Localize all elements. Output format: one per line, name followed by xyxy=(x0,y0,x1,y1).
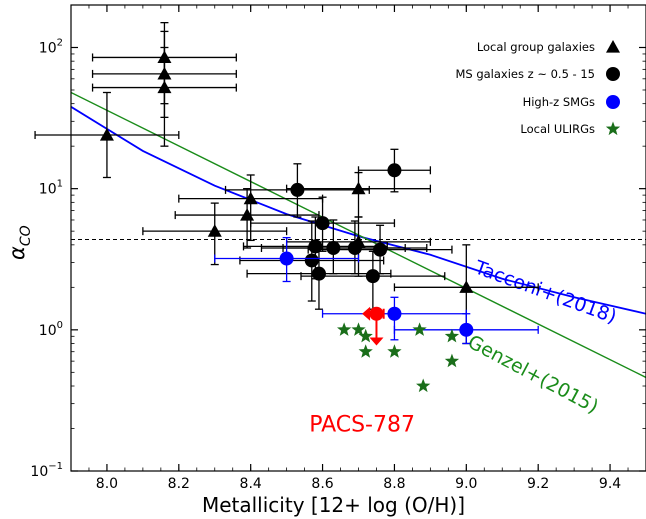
circle-point xyxy=(279,251,294,266)
x-axis-label: Metallicity [12+ log (O/H)] xyxy=(202,493,465,517)
pacs-787-label: PACS-787 xyxy=(309,413,415,438)
legend-label-2: High-z SMGs xyxy=(523,95,595,109)
y-tick-label: 102 xyxy=(39,37,63,56)
circle-point xyxy=(290,182,305,197)
x-tick-label: 8.2 xyxy=(168,476,190,492)
legend-label-1: MS galaxies z ~ 0.5 - 15 xyxy=(455,67,595,81)
triangle-point xyxy=(459,280,474,293)
y-axis-label: αCO xyxy=(5,225,34,260)
star-point xyxy=(412,322,427,336)
legend-marker-3 xyxy=(605,121,621,136)
axes: 8.0 8.2 8.4 8.6 8.8 9.0 9.2 9.4 10−1 100 101 102 Met… xyxy=(5,4,646,517)
star-point xyxy=(351,322,366,336)
circle-point xyxy=(387,163,402,178)
x-tick-label: 9.2 xyxy=(527,476,549,492)
star-point xyxy=(358,328,373,343)
triangle-point xyxy=(351,181,366,195)
curve-label-tacconi: Tacconi+(2018) xyxy=(471,256,620,328)
y-tick-label: 10−1 xyxy=(30,461,63,480)
pacs-left-arrow xyxy=(362,306,371,321)
circle-point xyxy=(373,242,388,257)
circle-point xyxy=(311,266,326,281)
x-tick-label: 8.6 xyxy=(311,476,333,492)
series-3 xyxy=(336,322,460,393)
circle-point xyxy=(347,240,362,255)
circle-point xyxy=(365,269,380,284)
star-point xyxy=(336,322,352,336)
circle-point xyxy=(315,216,330,231)
curve-label-genzel: Genzel+(2015) xyxy=(464,331,602,418)
data-points xyxy=(34,21,539,393)
legend-marker-0 xyxy=(606,40,620,53)
circle-point xyxy=(387,306,402,321)
legend-marker-1 xyxy=(606,67,620,81)
circle-point xyxy=(459,322,474,337)
legend-label-0: Local group galaxies xyxy=(477,40,595,54)
y-tick-label: 100 xyxy=(39,320,63,339)
pacs-787-point xyxy=(369,306,384,321)
triangle-point xyxy=(99,127,114,141)
triangle-point xyxy=(240,208,255,221)
circle-point xyxy=(304,253,319,268)
legend: Local group galaxies MS galaxies z ~ 0.5 … xyxy=(455,40,621,136)
triangle-point xyxy=(157,80,172,94)
x-tick-label: 8.8 xyxy=(383,476,405,492)
pacs-down-arrow xyxy=(369,337,384,346)
legend-marker-2 xyxy=(606,95,620,109)
star-point xyxy=(416,378,431,393)
series-0 xyxy=(34,21,539,345)
triangle-point xyxy=(207,224,222,237)
star-point xyxy=(387,344,402,358)
x-tick-label: 8.4 xyxy=(240,476,262,492)
circle-point xyxy=(308,239,323,254)
x-tick-label: 9.4 xyxy=(599,476,621,492)
star-point xyxy=(444,328,460,343)
star-point xyxy=(358,344,373,358)
x-tick-label: 8.0 xyxy=(96,476,118,492)
x-tick-label: 9.0 xyxy=(455,476,477,492)
pacs-787-highlight: PACS-787 xyxy=(309,306,415,438)
legend-label-3: Local ULIRGs xyxy=(520,122,595,136)
star-point xyxy=(444,353,460,368)
series-1 xyxy=(224,148,453,310)
y-tick-label: 101 xyxy=(39,179,63,198)
